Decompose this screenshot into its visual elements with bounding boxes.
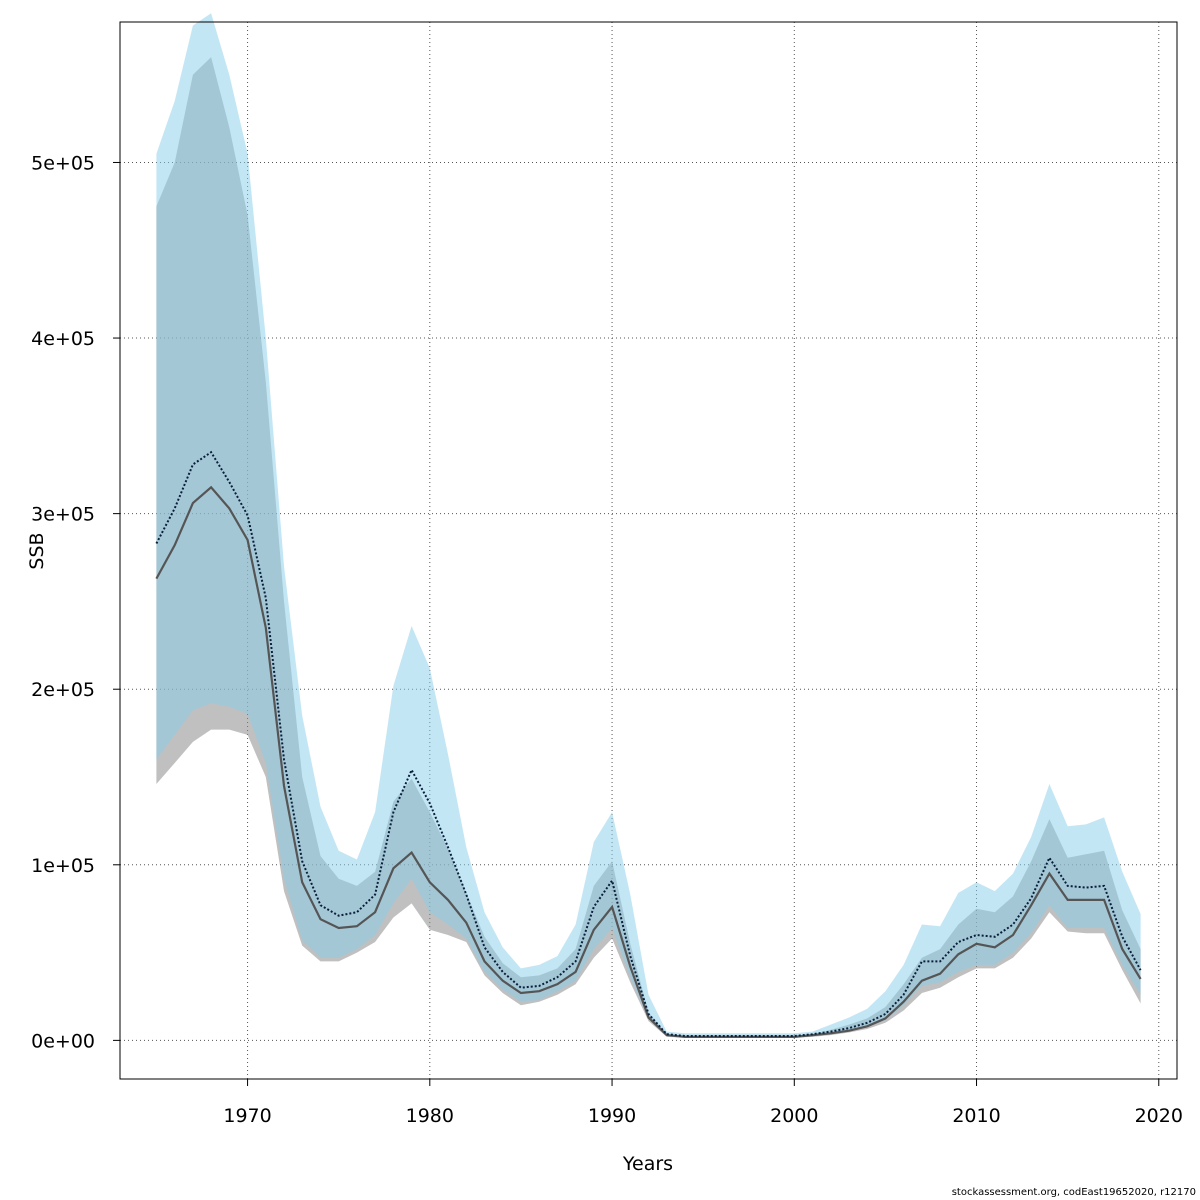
credit-caption: stockassessment.org, codEast19652020, r1… bbox=[951, 1187, 1196, 1198]
estimate-lines bbox=[155, 450, 1142, 1038]
x-tick-label-1990: 1990 bbox=[588, 1105, 636, 1127]
y-tick-label-200000: 2e+05 bbox=[31, 679, 95, 701]
y-axis: 0e+00 1e+05 2e+05 3e+05 4e+05 5e+05 bbox=[31, 152, 121, 1052]
y-tick-label-300000: 3e+05 bbox=[31, 504, 95, 526]
x-tick-label-2020: 2020 bbox=[1135, 1105, 1183, 1127]
y-tick-label-500000: 5e+05 bbox=[31, 152, 95, 174]
grid bbox=[120, 22, 1177, 1079]
x-tick-label-1980: 1980 bbox=[406, 1105, 454, 1127]
y-tick-label-400000: 4e+05 bbox=[31, 328, 95, 350]
x-axis: 1970 1980 1990 2000 2010 2020 bbox=[223, 1078, 1183, 1127]
confidence-bands bbox=[156, 13, 1141, 1038]
estimate-line-grey bbox=[155, 485, 1142, 1038]
x-tick-label-2010: 2010 bbox=[952, 1105, 1000, 1127]
estimate-line-blue-dotted bbox=[155, 450, 1142, 1037]
y-tick-label-0: 0e+00 bbox=[31, 1030, 95, 1052]
x-axis-title: Years bbox=[622, 1153, 673, 1175]
x-tick-label-1970: 1970 bbox=[223, 1105, 271, 1127]
y-tick-label-100000: 1e+05 bbox=[31, 855, 95, 877]
x-tick-label-2000: 2000 bbox=[770, 1105, 818, 1127]
confidence-band-blue bbox=[156, 13, 1141, 1037]
y-axis-title: SSB bbox=[26, 532, 48, 569]
